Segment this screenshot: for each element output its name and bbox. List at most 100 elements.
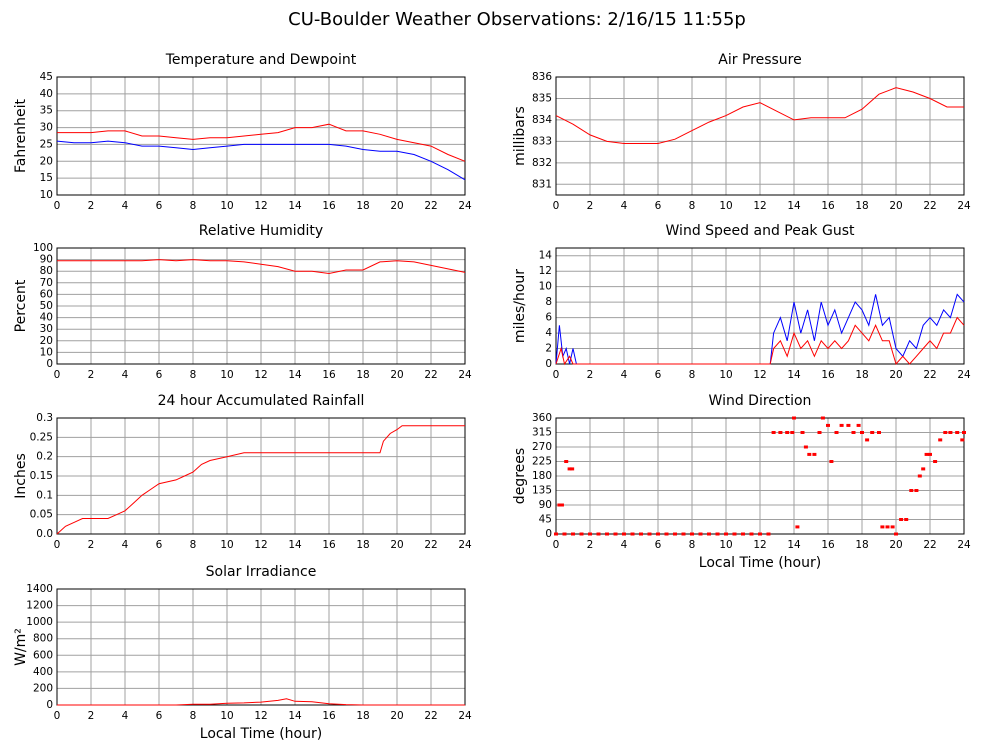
- y-tick-label: 25: [40, 138, 53, 150]
- x-tick-label: 2: [88, 369, 95, 381]
- y-tick-label: 270: [532, 441, 552, 453]
- x-tick-label: 0: [54, 369, 61, 381]
- plot-border: [56, 247, 466, 365]
- x-axis-label: Local Time (hour): [200, 726, 322, 742]
- chart-title: Wind Direction: [709, 393, 812, 409]
- data-point: [778, 431, 783, 434]
- data-point: [955, 431, 960, 434]
- x-tick-label: 20: [390, 710, 403, 722]
- x-tick-label: 16: [322, 539, 336, 551]
- data-point: [707, 532, 711, 536]
- data-point: [579, 532, 584, 536]
- data-point: [571, 532, 575, 536]
- x-tick-label: 4: [621, 369, 628, 381]
- x-tick-label: 18: [855, 539, 868, 551]
- y-tick-label: 0.2: [36, 451, 53, 463]
- data-point: [639, 532, 643, 536]
- x-tick-label: 22: [424, 369, 437, 381]
- x-tick-label: 0: [553, 200, 560, 212]
- data-point: [962, 431, 966, 434]
- data-point: [948, 431, 953, 434]
- x-tick-label: 2: [587, 200, 594, 212]
- data-point: [795, 525, 800, 529]
- data-point: [938, 438, 943, 442]
- x-tick-label: 4: [621, 200, 628, 212]
- y-tick-label: 180: [532, 470, 552, 482]
- x-tick-label: 18: [356, 539, 369, 551]
- plot-border: [56, 588, 466, 706]
- x-tick-label: 4: [621, 539, 628, 551]
- y-tick-label: 14: [539, 250, 553, 262]
- y-tick-label: 40: [40, 88, 53, 100]
- data-point: [554, 532, 558, 536]
- data-point: [924, 452, 929, 456]
- x-tick-label: 24: [957, 369, 971, 381]
- y-tick-label: 315: [532, 427, 552, 439]
- y-tick-label: 0: [46, 358, 53, 370]
- x-tick-label: 20: [390, 200, 403, 212]
- x-tick-label: 2: [587, 539, 594, 551]
- x-tick-label: 18: [356, 200, 369, 212]
- data-point: [943, 431, 948, 434]
- x-tick-label: 24: [458, 369, 472, 381]
- data-point: [839, 423, 844, 427]
- data-point: [792, 416, 796, 420]
- x-tick-label: 12: [254, 710, 267, 722]
- x-tick-label: 22: [424, 710, 437, 722]
- x-tick-label: 12: [753, 539, 766, 551]
- data-point: [567, 467, 572, 471]
- x-tick-label: 12: [753, 369, 766, 381]
- y-tick-label: 50: [40, 300, 53, 312]
- y-tick-label: 100: [33, 242, 53, 254]
- x-tick-label: 18: [356, 369, 369, 381]
- y-tick-label: 0.15: [30, 470, 53, 482]
- chart-title: Air Pressure: [718, 52, 801, 68]
- data-point: [664, 532, 669, 536]
- x-tick-label: 20: [390, 539, 403, 551]
- data-point: [559, 503, 564, 507]
- x-tick-label: 10: [220, 369, 233, 381]
- x-tick-label: 6: [156, 539, 163, 551]
- x-tick-label: 6: [655, 369, 662, 381]
- x-tick-label: 6: [156, 200, 163, 212]
- x-tick-label: 16: [322, 710, 336, 722]
- x-tick-label: 0: [54, 710, 61, 722]
- plot-border: [56, 76, 466, 196]
- data-point: [622, 532, 626, 536]
- x-tick-label: 0: [54, 200, 61, 212]
- data-point: [960, 438, 965, 442]
- y-tick-label: 835: [532, 92, 552, 104]
- y-axis-label: Inches: [13, 453, 29, 498]
- data-point: [904, 518, 909, 521]
- x-tick-label: 4: [122, 369, 129, 381]
- data-point: [914, 489, 919, 492]
- x-tick-label: 10: [220, 539, 233, 551]
- y-tick-label: 15: [40, 172, 53, 184]
- data-point: [557, 503, 562, 507]
- x-tick-label: 14: [787, 200, 801, 212]
- y-tick-label: 1000: [26, 616, 53, 628]
- y-axis-label: miles/hour: [512, 269, 528, 343]
- y-tick-label: 40: [40, 312, 53, 324]
- data-point: [681, 532, 686, 536]
- y-tick-label: 30: [40, 323, 53, 335]
- y-tick-label: 10: [40, 346, 53, 358]
- plot-border: [555, 76, 965, 196]
- x-tick-label: 14: [787, 539, 801, 551]
- data-point: [817, 431, 822, 434]
- x-tick-label: 14: [288, 200, 302, 212]
- x-tick-label: 2: [88, 200, 95, 212]
- data-point: [690, 532, 694, 536]
- data-point: [673, 532, 677, 536]
- y-tick-label: 200: [33, 682, 53, 694]
- data-point: [885, 525, 890, 529]
- x-tick-label: 6: [655, 539, 662, 551]
- y-tick-label: 90: [40, 254, 53, 266]
- data-point: [647, 532, 652, 536]
- data-point: [766, 532, 771, 536]
- x-tick-label: 14: [288, 369, 302, 381]
- x-tick-label: 14: [288, 710, 302, 722]
- data-point: [807, 452, 812, 456]
- data-point: [732, 532, 737, 536]
- x-tick-label: 20: [390, 369, 403, 381]
